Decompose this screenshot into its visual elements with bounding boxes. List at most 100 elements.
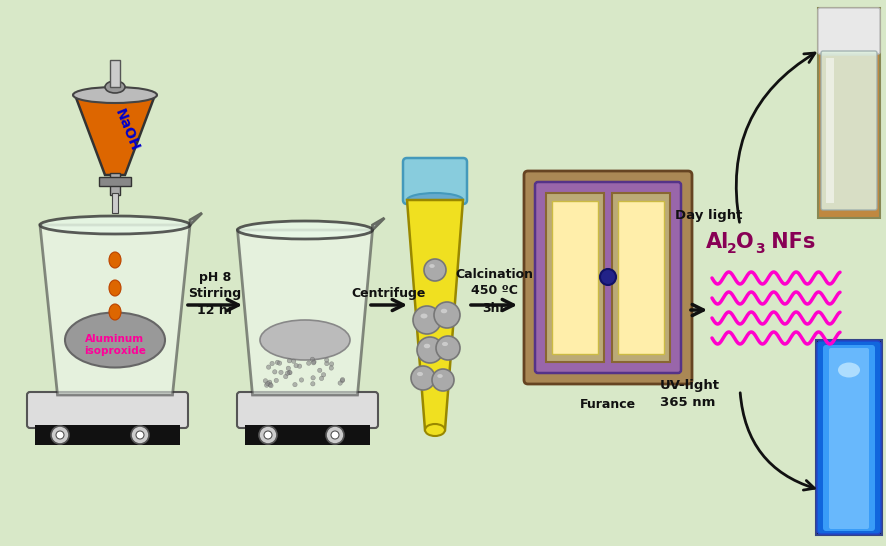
Ellipse shape [838,363,860,377]
Ellipse shape [407,193,463,207]
FancyBboxPatch shape [817,341,881,534]
Bar [35,425,180,445]
Polygon shape [407,200,463,430]
FancyBboxPatch shape [821,51,877,210]
Circle shape [279,370,284,375]
Circle shape [294,364,299,368]
Text: Stirring: Stirring [189,287,242,300]
Ellipse shape [40,216,190,234]
FancyBboxPatch shape [237,392,378,428]
Circle shape [307,361,311,365]
Polygon shape [237,230,372,395]
Text: O: O [736,232,754,252]
Circle shape [267,365,271,369]
Circle shape [411,366,435,390]
Circle shape [298,364,302,369]
Bar [112,193,118,213]
Text: 3: 3 [755,242,765,256]
Ellipse shape [417,372,423,376]
Circle shape [276,360,280,365]
Bar [552,201,598,354]
Circle shape [285,371,290,376]
Circle shape [264,383,268,387]
Circle shape [268,382,272,387]
Circle shape [340,377,345,382]
FancyBboxPatch shape [524,171,692,384]
Ellipse shape [237,221,372,239]
FancyBboxPatch shape [535,182,681,373]
Ellipse shape [109,304,121,320]
Circle shape [413,306,441,334]
Text: NFs: NFs [764,232,815,252]
Circle shape [311,360,315,365]
FancyBboxPatch shape [403,158,467,204]
Text: 12 hr: 12 hr [197,304,233,317]
Circle shape [600,269,616,285]
Polygon shape [372,218,385,230]
Text: NaOH: NaOH [113,106,142,153]
Text: 2: 2 [727,242,737,256]
Ellipse shape [438,374,443,378]
Text: UV-light: UV-light [660,378,720,391]
Circle shape [317,368,322,372]
Ellipse shape [73,87,157,103]
Text: Furance: Furance [580,398,636,411]
Circle shape [273,370,277,374]
Ellipse shape [421,313,428,318]
Ellipse shape [424,344,431,348]
Bar [546,193,604,362]
FancyBboxPatch shape [823,345,875,531]
Ellipse shape [105,81,125,93]
Circle shape [417,337,443,363]
Circle shape [340,378,345,383]
Bar [245,425,370,445]
Bar [99,177,131,186]
Ellipse shape [425,424,445,436]
Bar [110,173,120,195]
Text: Aluminum
isoproxide: Aluminum isoproxide [84,334,146,356]
Text: Day light: Day light [675,209,742,222]
Circle shape [312,360,316,364]
Circle shape [424,259,446,281]
Bar [618,201,664,354]
Text: 450 ºC: 450 ºC [470,284,517,298]
FancyBboxPatch shape [818,8,880,54]
Circle shape [338,381,342,385]
Ellipse shape [65,312,165,367]
Circle shape [330,362,334,366]
Ellipse shape [442,342,448,346]
Circle shape [287,359,291,363]
Circle shape [436,336,460,360]
Text: 3hr: 3hr [482,301,506,314]
Circle shape [136,431,144,439]
Circle shape [291,359,296,364]
Ellipse shape [429,264,435,268]
Circle shape [268,380,272,384]
Circle shape [263,378,268,383]
Circle shape [326,426,344,444]
Circle shape [56,431,64,439]
Ellipse shape [109,280,121,296]
Circle shape [259,426,277,444]
Bar [822,10,876,55]
Circle shape [270,361,275,366]
Text: Al: Al [706,232,729,252]
FancyBboxPatch shape [27,392,188,428]
Polygon shape [190,213,202,225]
Ellipse shape [109,252,121,268]
Circle shape [311,376,315,380]
Text: 365 nm: 365 nm [660,396,715,410]
Circle shape [274,378,278,383]
Bar [818,8,880,218]
Circle shape [331,431,339,439]
Circle shape [311,382,315,386]
Circle shape [268,383,273,388]
Text: Calcination: Calcination [455,269,533,282]
Circle shape [292,382,297,387]
Circle shape [284,375,288,379]
Circle shape [324,361,329,366]
Circle shape [51,426,69,444]
Circle shape [434,302,460,328]
Bar [826,58,834,203]
Circle shape [264,431,272,439]
